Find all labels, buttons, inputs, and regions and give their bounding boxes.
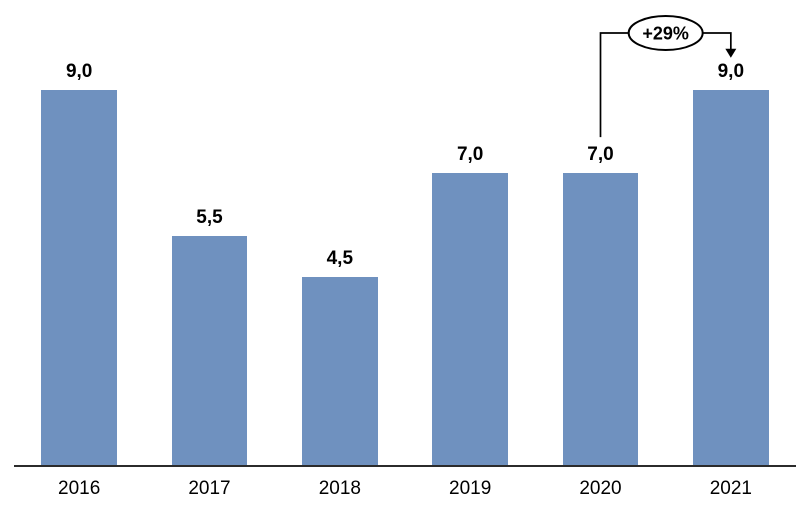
bar-2021 <box>693 89 769 465</box>
x-axis-label: 2019 <box>449 478 492 499</box>
bar-value-label: 7,0 <box>587 144 614 166</box>
x-axis-label: 2021 <box>709 478 752 499</box>
bar-value-label: 7,0 <box>456 144 484 166</box>
bar-value-label: 4,5 <box>326 248 354 270</box>
bar-value-label: 9,0 <box>65 60 93 82</box>
x-axis-label: 2020 <box>579 478 622 499</box>
bar-value-label: 5,5 <box>196 206 223 228</box>
plot-area: 9,0 2016 5,5 2017 4,5 2018 7,0 2019 7,0 2020 9,0 20… <box>14 0 796 499</box>
x-axis-label: 2016 <box>58 478 101 499</box>
bar-2020 <box>562 173 639 465</box>
bar-2016 <box>41 89 117 465</box>
bar-value-label: 9,0 <box>717 60 745 82</box>
bar-2019 <box>432 173 508 465</box>
x-axis-label: 2017 <box>188 478 231 499</box>
x-axis-label: 2018 <box>318 478 361 499</box>
bar-2018 <box>302 277 378 465</box>
bar-2017 <box>171 235 248 465</box>
